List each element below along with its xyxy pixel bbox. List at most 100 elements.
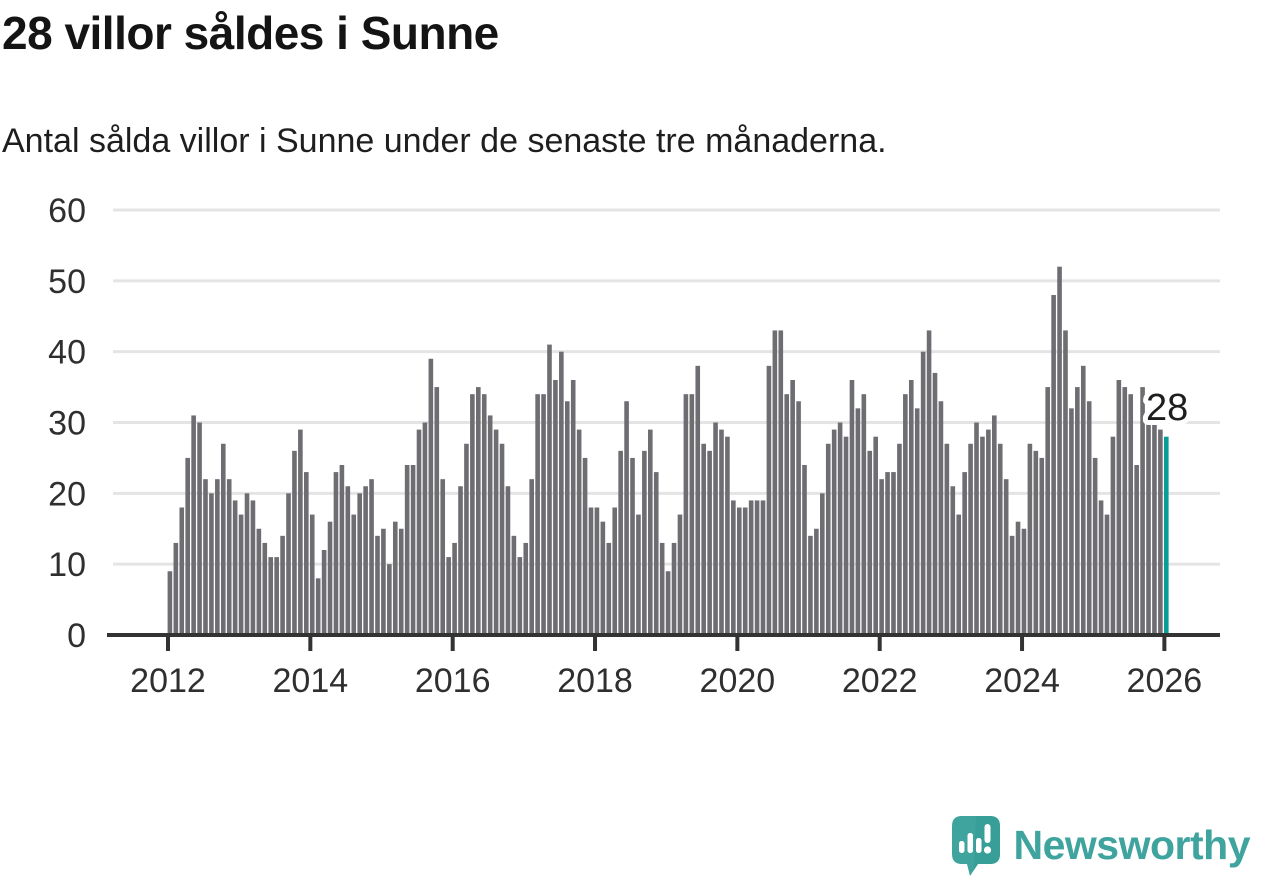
bar-chart-svg: 0 10 20 30 40 50 60 2012 2014 2016 2018 2020 2022 202… [48, 192, 1220, 700]
month-bar [908, 380, 914, 635]
month-bar [392, 521, 398, 635]
bar-chart: 0 10 20 30 40 50 60 2012 2014 2016 2018 2020 2022 202… [0, 185, 1262, 725]
month-bar [754, 500, 760, 635]
month-bar [808, 535, 813, 635]
month-bar [938, 401, 944, 635]
month-bar [339, 465, 345, 635]
month-bar [404, 465, 410, 635]
x-axis-tick-label: 2014 [273, 662, 349, 700]
month-bar [499, 443, 505, 635]
month-bar [814, 528, 819, 635]
month-bar [642, 450, 647, 635]
month-bar [541, 394, 546, 635]
month-bar [648, 429, 653, 635]
month-bar [914, 408, 920, 635]
month-bar [238, 514, 244, 635]
month-bar [244, 493, 250, 635]
month-bar [262, 542, 268, 635]
month-bar [315, 578, 321, 635]
month-bar [588, 507, 594, 635]
month-bar [381, 528, 386, 635]
month-bar [226, 479, 232, 635]
month-bar [897, 443, 902, 635]
month-bar [986, 429, 991, 635]
month-bar [778, 330, 784, 635]
month-bar [932, 372, 938, 635]
month-bar [387, 564, 392, 635]
y-axis-tick-label: 50 [48, 263, 86, 301]
month-bar [327, 521, 333, 635]
month-bar [766, 365, 772, 635]
month-bar [1104, 514, 1110, 635]
month-bar [683, 394, 689, 635]
month-bar [309, 514, 315, 635]
month-bar [974, 422, 979, 635]
month-bar [286, 493, 291, 635]
month-bar [209, 493, 214, 635]
month-bar [861, 394, 867, 635]
month-bar [956, 514, 962, 635]
month-bar [398, 528, 404, 635]
month-bar [250, 500, 256, 635]
month-bar [1063, 330, 1068, 635]
month-bar [476, 387, 481, 635]
month-bar [582, 457, 588, 635]
month-bar [268, 557, 274, 635]
month-bar [677, 514, 683, 635]
month-bar [493, 429, 499, 635]
month-bar [867, 450, 873, 635]
y-axis-tick-label: 60 [48, 192, 86, 230]
month-bar [903, 394, 908, 635]
month-bar [962, 472, 967, 635]
month-bar [731, 500, 736, 635]
month-bar [434, 387, 440, 635]
x-axis-tick-label: 2022 [842, 662, 918, 700]
month-bar [215, 479, 220, 635]
month-bar [843, 436, 849, 635]
month-bar [1009, 535, 1015, 635]
month-bar [511, 535, 517, 635]
month-bar [487, 415, 493, 635]
month-bar [1080, 365, 1086, 635]
month-bar [321, 550, 327, 635]
month-bar [707, 450, 712, 635]
month-bar [1134, 465, 1139, 635]
month-bar [725, 436, 730, 635]
month-bar [481, 394, 487, 635]
month-bar [553, 380, 558, 635]
month-bar [784, 394, 790, 635]
month-bar [944, 443, 950, 635]
month-bar [820, 493, 825, 635]
month-bar [748, 500, 754, 635]
month-bar [630, 457, 635, 635]
month-bar [1075, 387, 1080, 635]
month-bar [837, 422, 843, 635]
month-bar [185, 457, 190, 635]
month-bar [1033, 450, 1039, 635]
month-bar [873, 436, 878, 635]
month-bar [980, 436, 985, 635]
month-bar [997, 443, 1003, 635]
month-bar [849, 380, 855, 635]
month-bar [1116, 380, 1122, 635]
month-bar [701, 443, 706, 635]
month-bar [1003, 479, 1009, 635]
month-bar [1057, 266, 1062, 635]
month-bar [671, 542, 677, 635]
x-axis-tick-label: 2018 [557, 662, 633, 700]
month-bar [695, 365, 701, 635]
month-bar [167, 571, 173, 635]
month-bar [879, 479, 884, 635]
month-bar [197, 422, 202, 635]
month-bar [464, 443, 469, 635]
month-bar [564, 401, 570, 635]
month-bar [458, 486, 463, 635]
month-bar [1027, 443, 1033, 635]
month-bar [446, 557, 451, 635]
month-bar [179, 507, 185, 635]
month-bar [950, 486, 956, 635]
month-bar [191, 415, 196, 635]
month-bar [772, 330, 778, 635]
month-bar [612, 507, 618, 635]
